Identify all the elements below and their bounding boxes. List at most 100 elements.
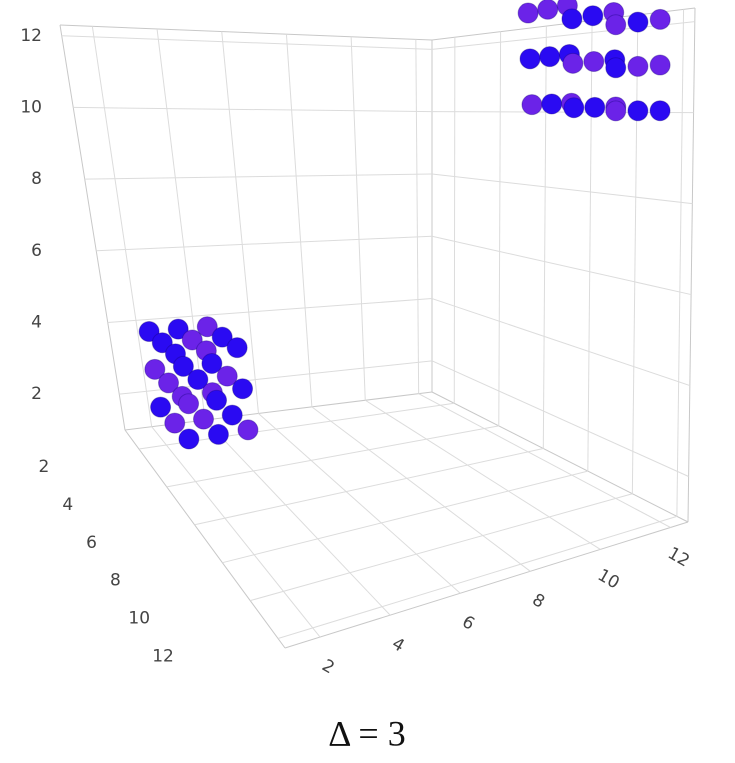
grid-line (431, 298, 691, 387)
point (138, 321, 160, 343)
points (138, 0, 671, 450)
grid-line (91, 26, 153, 427)
y-tick-label: 4 (62, 495, 73, 515)
point (561, 8, 583, 30)
point (151, 332, 173, 354)
grid-line (631, 14, 639, 494)
y-tick-label: 12 (152, 647, 174, 667)
y-tick-label: 10 (128, 609, 150, 629)
point (192, 408, 214, 430)
x-tick-label: 6 (459, 612, 478, 635)
point (541, 93, 563, 115)
grid-line (431, 235, 692, 296)
point (562, 52, 584, 74)
grid-line (151, 426, 321, 638)
grid-line (156, 28, 206, 421)
grid-line (415, 39, 420, 394)
grid (59, 7, 696, 649)
frame-edge (284, 521, 689, 649)
grid-line (221, 31, 259, 414)
grid-line (431, 21, 695, 50)
point (216, 365, 238, 387)
point (649, 8, 671, 30)
x-tick-label: 10 (594, 565, 623, 593)
grid-line (166, 425, 499, 488)
grid-line (250, 493, 633, 602)
grid-line (418, 393, 671, 528)
frame-edge (124, 429, 286, 649)
x-tick-label: 12 (664, 543, 693, 571)
point (232, 378, 254, 400)
grid-line (431, 111, 694, 114)
grid-line (96, 235, 433, 252)
frame-edge (431, 391, 689, 523)
point (521, 94, 543, 116)
point (181, 329, 203, 351)
grid-line (61, 35, 433, 50)
z-tick-label: 6 (31, 241, 42, 261)
z-tick-label: 2 (31, 384, 42, 404)
y-tick-label: 2 (38, 457, 49, 477)
frame-edge (687, 7, 696, 523)
point (164, 412, 186, 434)
frame-edge (59, 24, 433, 41)
point (649, 54, 671, 76)
point (206, 389, 228, 411)
grid-line (107, 298, 433, 323)
grid-line (204, 419, 391, 616)
point (187, 369, 209, 391)
point (226, 337, 248, 359)
grid-line (364, 399, 601, 550)
point (605, 100, 627, 122)
point (539, 46, 561, 68)
point (158, 372, 180, 394)
point (537, 0, 559, 20)
grid-line (453, 37, 456, 404)
grid-line (311, 406, 531, 572)
point (196, 316, 218, 338)
z-tick-label: 10 (20, 97, 42, 117)
point (201, 352, 223, 374)
y-tick-label: 6 (86, 533, 97, 553)
point (237, 419, 259, 441)
x-tick-label: 8 (529, 590, 548, 613)
point (584, 96, 606, 118)
grid-line (222, 470, 588, 564)
grid-line (277, 515, 678, 639)
grid-line (258, 413, 461, 594)
point (649, 100, 671, 122)
grid-line (84, 173, 433, 180)
z-tick-label: 12 (20, 26, 42, 46)
grid-line (73, 106, 433, 113)
chart-title: Δ = 3 (328, 713, 405, 753)
grid-line (542, 26, 547, 449)
point (517, 2, 539, 24)
z-tick-label: 8 (31, 169, 42, 189)
point (207, 423, 229, 445)
grid-line (676, 9, 685, 517)
point (172, 355, 194, 377)
x-tick-label: 2 (318, 656, 337, 679)
point (144, 358, 166, 380)
grid-line (285, 34, 313, 407)
point (605, 57, 627, 79)
point (627, 11, 649, 33)
grid-line (431, 360, 689, 477)
point (178, 428, 200, 450)
point (627, 100, 649, 122)
point (150, 396, 172, 418)
grid-line (587, 20, 593, 472)
point (627, 55, 649, 77)
point (211, 326, 233, 348)
point (519, 48, 541, 70)
grid-line (350, 36, 366, 401)
point (605, 14, 627, 36)
point (582, 5, 604, 27)
point (178, 393, 200, 415)
point (583, 51, 605, 73)
point (221, 404, 243, 426)
z-tick-label: 4 (31, 312, 42, 332)
frame-edge (59, 24, 126, 431)
x-tick-label: 4 (388, 634, 407, 657)
